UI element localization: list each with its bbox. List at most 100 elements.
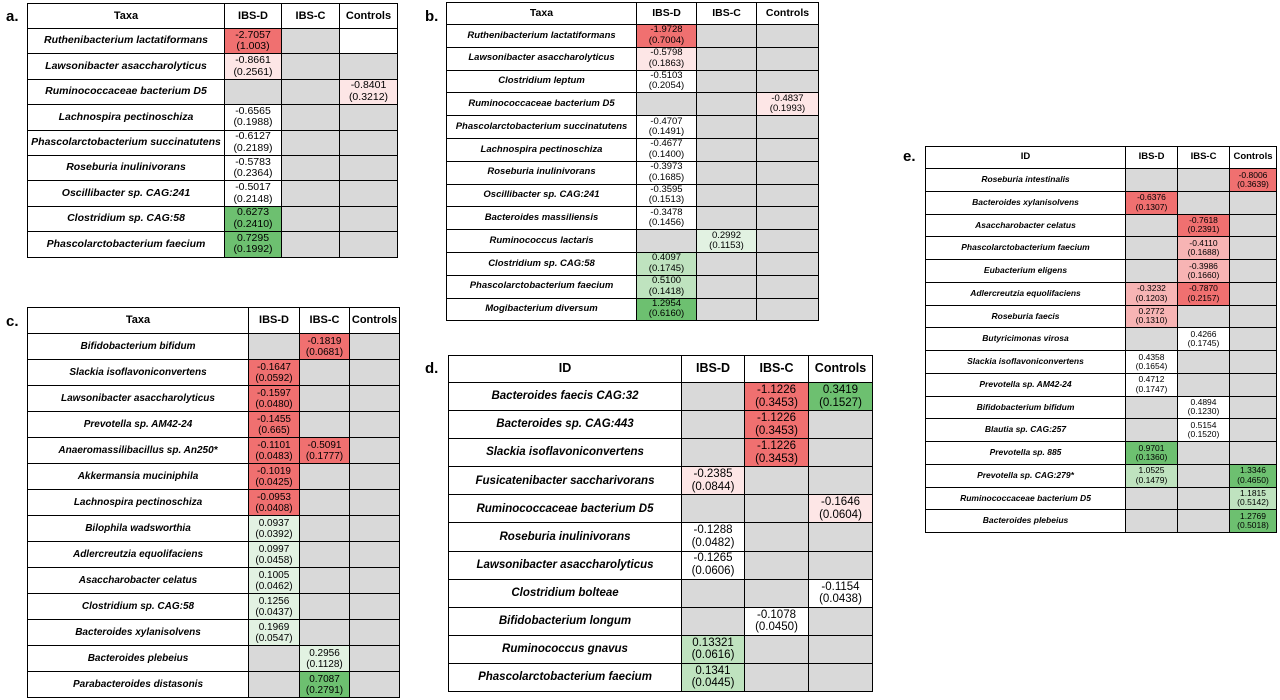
coefficient-cell [808, 410, 873, 440]
table-row: Roseburia inulinivorans -0.1288 (0.0482) [448, 522, 873, 552]
taxon-name: Bacteroides xylanisolvens [925, 190, 1126, 215]
table-row: Asaccharobacter celatus -0.7618 (0.2391) [925, 213, 1277, 238]
table-row: Bifidobacterium longum -0.1078 (0.0450) [448, 606, 873, 636]
table-row: Roseburia inulinivorans -0.3973 (0.1685) [446, 160, 819, 185]
coefficient-cell [1177, 168, 1230, 192]
table-row: Clostridium leptum -0.5103 (0.2054) [446, 69, 819, 94]
table-row: Ruminococcus gnavus 0.13321 (0.0616) [448, 634, 873, 664]
table-row: Eubacterium eligens -0.3986 (0.1660) [925, 259, 1277, 283]
coefficient-cell: -0.7870 (0.2157) [1177, 281, 1230, 306]
coefficient-cell [696, 251, 757, 276]
table-row: Phascolarctobacterium succinatutens -0.61… [27, 129, 398, 156]
table-row: Roseburia faecis 0.2772 (0.1310) [925, 304, 1277, 329]
taxon-name: Prevotella sp. CAG:279* [925, 463, 1126, 488]
coefficient-cell [339, 129, 398, 156]
taxon-name: Asacchar­obacter celatus [27, 567, 249, 594]
coefficient-cell [299, 385, 350, 412]
coefficient-cell [681, 410, 745, 440]
coefficient-cell [1177, 486, 1230, 511]
coefficient-cell [744, 662, 809, 693]
coefficient-cell [696, 297, 757, 322]
table-row: Parabacteroides distasonis 0.7087 (0.2791… [27, 671, 400, 698]
table-row: Phascolarctobacterium succinatutens -0.47… [446, 115, 819, 139]
taxon-name: Ruminococcaceae bacterium D5 [27, 78, 225, 106]
table-row: Mogibacterium diversum 1.2954 (0.6160) [446, 297, 819, 322]
coefficient-cell [756, 229, 819, 253]
coefficient-cell [248, 333, 300, 360]
table-row: Phascolarctobacterium faecium 0.7295 (0.1… [27, 231, 398, 258]
table-row: Akkermansia muciniphila -0.1019 (0.0425) [27, 463, 400, 490]
taxon-name: Clostridium sp. CAG:58 [446, 251, 637, 276]
column-header: IBS-C [281, 3, 340, 29]
coefficient-cell: 0.6273 (0.2410) [224, 205, 282, 233]
coefficient-cell: 0.7087 (0.2791) [299, 671, 350, 698]
taxon-name: Ruthenibacterium lactatiformans [446, 24, 637, 48]
coefficient-cell [339, 180, 398, 207]
table-row: Bifidobacterium bifidum -0.1819 (0.0681) [27, 333, 400, 360]
coefficient-cell [696, 92, 757, 117]
column-header: Controls [756, 2, 819, 25]
column-header: ID [925, 146, 1126, 169]
table-row: Clostridium sp. CAG:58 0.4097 (0.1745) [446, 251, 819, 276]
column-header: Controls [1229, 146, 1277, 169]
taxon-name: Phascolarctobacterium faecium [925, 236, 1126, 260]
coefficient-cell: -0.1154 (0.0438) [808, 578, 873, 608]
taxon-name: Oscillibacter sp. CAG:241 [446, 183, 637, 208]
table-d: ID IBS-D IBS-C Controls Bacteroides faecis C… [448, 355, 873, 693]
table-row: Bacteroides xylanisolvens 0.1969 (0.0547) [27, 619, 400, 646]
coefficient-cell: 0.4712 (0.1747) [1125, 372, 1178, 397]
coefficient-cell: 1.2954 (0.6160) [636, 297, 697, 322]
coefficient-cell: 0.2992 (0.1153) [696, 229, 757, 253]
coefficient-cell: 0.4894 (0.1230) [1177, 395, 1230, 420]
coefficient-cell [1125, 168, 1178, 192]
coefficient-cell [248, 671, 300, 698]
table-row: Butyricimonas virosa 0.4266 (0.1745) [925, 327, 1277, 351]
taxon-name: Clostridium sp. CAG:58 [27, 205, 225, 233]
table-c: Taxa IBS-D IBS-C Controls Bifidobacterium bi… [27, 307, 400, 698]
coefficient-cell [339, 205, 398, 233]
coefficient-cell: -0.4677 (0.1400) [636, 137, 697, 162]
header-row: Taxa IBS-D IBS-C Controls [446, 2, 819, 25]
taxon-name: Ruthenibacterium lactatiformans [27, 27, 225, 55]
table-row: Blautia sp. CAG:257 0.5154 (0.1520) [925, 418, 1277, 442]
coefficient-cell [1177, 304, 1230, 329]
taxon-name: Prevotella sp. 885 [925, 441, 1126, 465]
coefficient-cell [808, 550, 873, 580]
coefficient-cell [349, 645, 400, 672]
coefficient-cell [224, 78, 282, 106]
coefficient-cell: -0.7618 (0.2391) [1177, 213, 1230, 238]
taxon-name: Blautia sp. CAG:257 [925, 418, 1126, 442]
coefficient-cell [696, 24, 757, 48]
taxon-name: Akkermansia muciniphila [27, 463, 249, 490]
coefficient-cell [1229, 259, 1277, 283]
coefficient-cell [1229, 395, 1277, 420]
panel-letter-d: d. [425, 360, 439, 377]
taxon-name: Ruminococcus lactaris [446, 229, 637, 253]
taxon-name: Lawsonibacter asaccharolyticus [27, 385, 249, 412]
coefficient-cell: 1.3346 (0.4650) [1229, 463, 1277, 488]
coefficient-cell: 0.1256 (0.0437) [248, 593, 300, 620]
column-header: Taxa [27, 3, 225, 29]
header-row: ID IBS-D IBS-C Controls [925, 146, 1277, 169]
coefficient-cell: -1.9728 (0.7004) [636, 24, 697, 48]
taxon-name: Bifidobacterium bifidum [27, 333, 249, 360]
coefficient-cell: 0.9701 (0.1360) [1125, 441, 1178, 465]
coefficient-cell: -0.2385 (0.0844) [681, 466, 745, 496]
column-header: Taxa [27, 307, 249, 334]
header-row: ID IBS-D IBS-C Controls [448, 355, 873, 383]
coefficient-cell: -0.1597 (0.0480) [248, 385, 300, 412]
table-e: ID IBS-D IBS-C Controls Roseburia intestinal… [925, 146, 1277, 533]
coefficient-cell [744, 634, 809, 664]
coefficient-cell: 1.0525 (0.1479) [1125, 463, 1178, 488]
table-row: Roseburia inulinivorans -0.5783 (0.2364) [27, 154, 398, 182]
coefficient-cell [281, 180, 340, 207]
taxon-name: Bacteroides plebeius [925, 509, 1126, 533]
coefficient-cell [349, 671, 400, 698]
table-row: Bacteroides plebeius 1.2769 (0.5018) [925, 509, 1277, 533]
coefficient-cell [349, 359, 400, 386]
coefficient-cell: -0.3478 (0.1456) [636, 206, 697, 231]
coefficient-cell [808, 438, 873, 468]
coefficient-cell [299, 619, 350, 646]
column-header: IBS-D [224, 3, 282, 29]
table-row: Oscillibacter sp. CAG:241 -0.3595 (0.1513… [446, 183, 819, 208]
